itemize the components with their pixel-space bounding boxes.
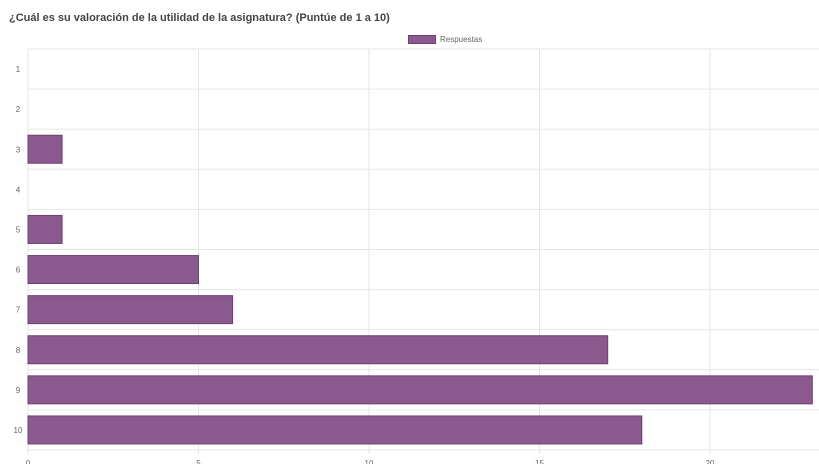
legend-swatch-respuestas bbox=[408, 34, 436, 44]
y-tick-label: 10 bbox=[14, 426, 23, 435]
y-tick-label: 1 bbox=[16, 65, 21, 74]
bar-6[interactable] bbox=[27, 255, 199, 285]
x-axis-labels: 0 5 10 15 20 bbox=[26, 459, 715, 464]
y-tick-label: 4 bbox=[16, 185, 21, 194]
bar-5[interactable] bbox=[27, 214, 63, 244]
bar-3[interactable] bbox=[27, 134, 63, 164]
legend[interactable]: Respuestas bbox=[408, 33, 482, 45]
x-tick-label: 10 bbox=[365, 459, 374, 464]
y-tick-label: 2 bbox=[16, 105, 21, 114]
bar-7[interactable] bbox=[27, 295, 234, 325]
x-tick-label: 5 bbox=[196, 459, 201, 464]
bar-8[interactable] bbox=[27, 335, 609, 365]
x-tick-label: 20 bbox=[706, 459, 715, 464]
legend-label-respuestas: Respuestas bbox=[440, 34, 483, 44]
bars bbox=[27, 134, 813, 445]
y-tick-label: 5 bbox=[16, 225, 21, 234]
y-tick-label: 6 bbox=[16, 266, 21, 275]
y-tick-label: 7 bbox=[16, 306, 21, 315]
x-tick-label: 15 bbox=[535, 459, 544, 464]
y-tick-label: 9 bbox=[16, 386, 21, 395]
bar-9[interactable] bbox=[27, 375, 813, 405]
y-tick-label: 8 bbox=[16, 346, 21, 355]
chart-title: ¿Cuál es su valoración de la utilidad de… bbox=[9, 12, 390, 24]
y-axis-labels: 1 2 3 4 5 6 7 8 9 10 bbox=[14, 65, 23, 435]
bar-10[interactable] bbox=[27, 415, 643, 445]
y-tick-label: 3 bbox=[16, 145, 21, 154]
x-tick-label: 0 bbox=[26, 459, 31, 464]
